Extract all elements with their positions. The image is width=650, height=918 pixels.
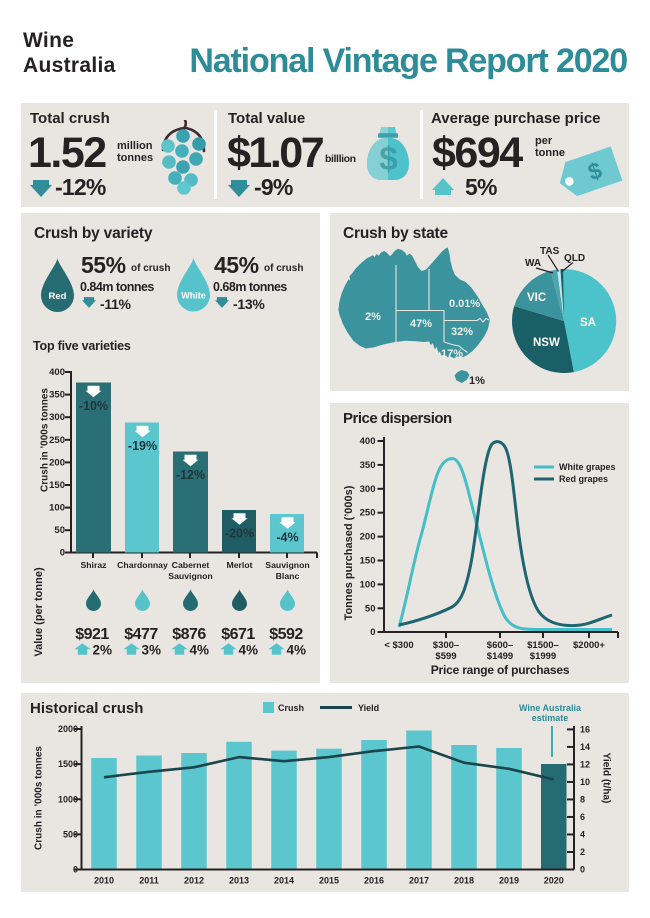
svg-text:$921: $921 [75,626,109,643]
svg-text:10: 10 [580,777,590,787]
svg-text:150: 150 [49,480,65,491]
svg-text:-20%: -20% [225,527,254,541]
svg-text:-12%: -12% [176,468,205,482]
svg-text:14: 14 [580,742,590,752]
svg-text:$592: $592 [269,626,303,643]
svg-text:2000: 2000 [58,724,78,734]
svg-text:250: 250 [360,508,376,519]
svg-text:White: White [181,291,206,301]
svg-text:300: 300 [360,484,376,495]
svg-text:2020: 2020 [544,876,564,886]
svg-text:$300–: $300– [433,640,459,651]
svg-text:4%: 4% [287,643,307,658]
svg-text:12: 12 [580,759,590,769]
svg-text:50: 50 [54,525,65,536]
svg-text:Sauvignon: Sauvignon [265,560,309,570]
svg-text:200: 200 [360,532,376,543]
svg-text:Price range of purchases: Price range of purchases [431,663,570,677]
svg-text:2014: 2014 [274,876,294,886]
svg-text:8: 8 [580,794,585,804]
svg-text:4: 4 [580,829,585,839]
svg-text:6: 6 [580,812,585,822]
svg-text:Merlot: Merlot [226,560,252,570]
svg-text:350: 350 [360,460,376,471]
svg-text:$599: $599 [435,651,456,662]
svg-text:2015: 2015 [319,876,339,886]
svg-text:Sauvignon: Sauvignon [168,571,212,581]
svg-text:350: 350 [49,390,65,401]
svg-text:4%: 4% [190,643,210,658]
svg-text:2011: 2011 [139,876,159,886]
svg-text:$477: $477 [124,626,158,643]
svg-text:Shiraz: Shiraz [80,560,107,570]
svg-text:2013: 2013 [229,876,249,886]
svg-text:-4%: -4% [276,531,298,545]
svg-text:4%: 4% [239,643,259,658]
svg-text:$1499: $1499 [487,651,513,662]
svg-text:50: 50 [365,603,376,614]
svg-text:0: 0 [370,627,375,638]
svg-text:2012: 2012 [184,876,204,886]
svg-text:500: 500 [63,829,78,839]
svg-text:300: 300 [49,412,65,423]
svg-text:2%: 2% [93,643,113,658]
svg-text:< $300: < $300 [384,640,413,651]
svg-text:$600–: $600– [487,640,513,651]
svg-text:$1999: $1999 [530,651,556,662]
svg-text:0: 0 [73,865,78,875]
svg-text:0: 0 [580,865,585,875]
svg-text:2010: 2010 [94,876,114,886]
svg-text:1000: 1000 [58,794,78,804]
svg-text:3%: 3% [142,643,162,658]
svg-text:-19%: -19% [128,439,157,453]
svg-text:16: 16 [580,724,590,734]
svg-text:$: $ [379,140,397,177]
svg-text:200: 200 [49,457,65,468]
svg-text:2016: 2016 [364,876,384,886]
svg-text:Chardonnay: Chardonnay [117,560,168,570]
svg-text:2017: 2017 [409,876,429,886]
svg-text:2019: 2019 [499,876,519,886]
svg-text:1500: 1500 [58,759,78,769]
svg-text:White grapes: White grapes [559,462,616,472]
svg-text:0: 0 [60,548,65,559]
svg-text:400: 400 [49,367,65,378]
svg-text:$671: $671 [221,626,255,643]
svg-text:Red: Red [49,291,67,302]
svg-text:Cabernet: Cabernet [172,560,210,570]
svg-text:Red grapes: Red grapes [559,474,608,484]
svg-text:100: 100 [360,579,376,590]
svg-text:2: 2 [580,847,585,857]
svg-text:400: 400 [360,436,376,447]
svg-text:$1500–: $1500– [527,640,559,651]
svg-text:100: 100 [49,503,65,514]
svg-text:-10%: -10% [79,399,108,413]
svg-text:$876: $876 [172,626,206,643]
svg-text:Blanc: Blanc [276,571,300,581]
svg-text:150: 150 [360,556,376,567]
svg-text:250: 250 [49,435,65,446]
svg-text:$2000+: $2000+ [573,640,605,651]
svg-text:2018: 2018 [454,876,474,886]
